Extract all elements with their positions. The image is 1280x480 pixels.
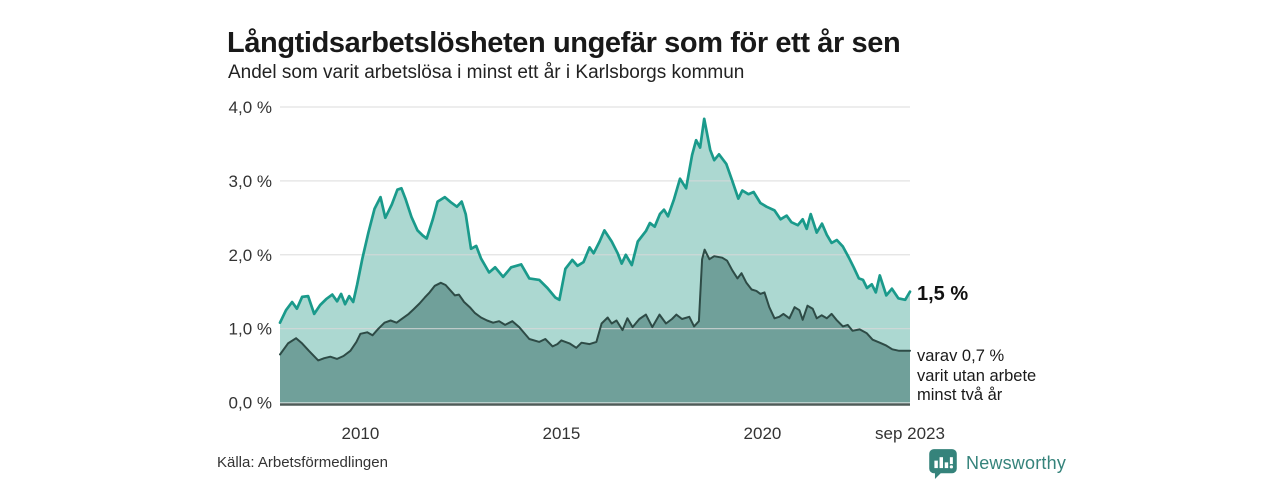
- y-tick-label: 2,0 %: [229, 246, 272, 265]
- y-tick-label: 1,0 %: [229, 320, 272, 339]
- source-attribution: Källa: Arbetsförmedlingen: [217, 454, 388, 471]
- logo-bar-2: [939, 456, 943, 468]
- logo-exclamation-bar: [949, 456, 953, 464]
- line-series-1: [279, 248, 911, 362]
- end-value-label-line1: varav 0,7 %: [917, 347, 1005, 365]
- x-tick-label: 2020: [744, 424, 782, 443]
- chart-subtitle: Andel som varit arbetslösa i minst ett å…: [228, 62, 745, 83]
- x-tick-label: 2010: [341, 424, 379, 443]
- line-series-0: [278, 117, 912, 325]
- x-tick-label: sep 2023: [875, 424, 945, 443]
- end-value-label-one-year: 1,5 %: [917, 283, 969, 305]
- page-title: Långtidsarbetslösheten ungefär som för e…: [227, 27, 901, 60]
- y-tick-label: 0,0 %: [229, 394, 272, 413]
- y-tick-label: 3,0 %: [229, 172, 272, 191]
- area-fill-series-1: [280, 249, 910, 403]
- end-value-label-two-years: varav 0,7 % varit utan arbete minst två …: [917, 347, 1036, 406]
- x-tick-label: 2015: [543, 424, 581, 443]
- logo-bar-3: [944, 461, 949, 468]
- logo-exclamation-dot: [949, 464, 953, 468]
- newsworthy-wordmark: Newsworthy: [966, 452, 1067, 473]
- logo-bar-1: [934, 460, 938, 468]
- newsworthy-logo: Newsworthy: [928, 447, 1066, 479]
- end-value-label-line3: minst två år: [917, 386, 1003, 404]
- newsworthy-icon: [929, 448, 957, 479]
- end-value-label-line2: varit utan arbete: [917, 366, 1037, 385]
- y-tick-label: 4,0 %: [229, 98, 272, 117]
